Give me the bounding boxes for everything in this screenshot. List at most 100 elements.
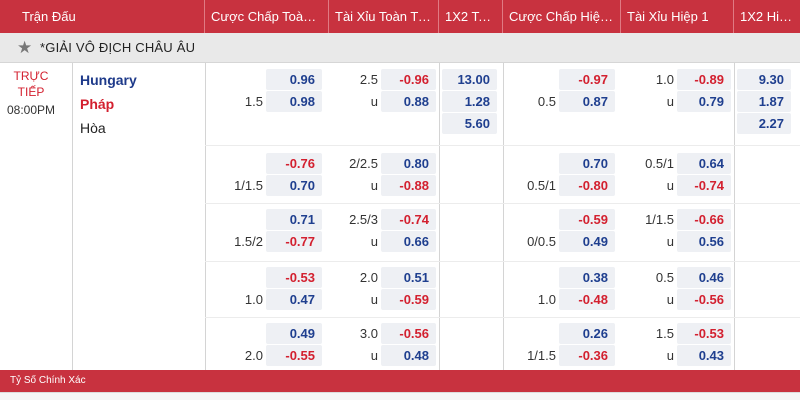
col-header-ft-1x2[interactable]: 1X2 Toàn Trận: [439, 0, 503, 33]
match-time: TRỰC TIẾP 08:00PM: [0, 68, 62, 118]
row-separator: [205, 145, 800, 146]
h1-total-line: 0.5: [655, 270, 674, 285]
h1-handicap-home-odd[interactable]: 0.70: [559, 153, 615, 174]
ft-handicap-away-odd[interactable]: -0.55: [266, 345, 322, 366]
h1-under-label: u: [666, 94, 674, 109]
ft-over-odd[interactable]: 0.80: [381, 153, 436, 174]
h1-under-odd[interactable]: 0.56: [677, 231, 731, 252]
h1-total-line: 1.0: [655, 72, 674, 87]
ft-over-odd[interactable]: -0.96: [381, 69, 436, 90]
h1-under-label: u: [666, 234, 674, 249]
h1-handicap-line: 0/0.5: [527, 234, 556, 249]
h1-handicap-line: 1.0: [537, 292, 556, 307]
h1-handicap-away-odd[interactable]: -0.48: [559, 289, 615, 310]
h1-handicap-away-odd[interactable]: 0.49: [559, 231, 615, 252]
h1-under-odd[interactable]: 0.43: [677, 345, 731, 366]
h1-under-odd[interactable]: -0.74: [677, 175, 731, 196]
h1-under-odd[interactable]: -0.56: [677, 289, 731, 310]
team-draw: Hòa: [80, 120, 106, 136]
ft-under-odd[interactable]: 0.88: [381, 91, 436, 112]
h1-over-odd[interactable]: -0.89: [677, 69, 731, 90]
ft-1x2-odd[interactable]: 13.00: [442, 69, 497, 90]
table-header: Trận Đấu Cược Chấp Toàn Trận Tài Xỉu Toà…: [0, 0, 800, 33]
ft-under-odd[interactable]: -0.59: [381, 289, 436, 310]
ft-under-label: u: [370, 234, 378, 249]
h1-under-odd[interactable]: 0.79: [677, 91, 731, 112]
h1-total-line: 0.5/1: [645, 156, 674, 171]
ft-total-line: 2.5: [359, 72, 378, 87]
ft-under-label: u: [370, 348, 378, 363]
ft-handicap-home-odd[interactable]: -0.76: [266, 153, 322, 174]
col-header-h1-1x2[interactable]: 1X2 Hiệp 1: [740, 9, 800, 24]
h1-handicap-line: 1/1.5: [527, 348, 556, 363]
live-status-line2: TIẾP: [17, 85, 45, 99]
ft-1x2-odd[interactable]: 5.60: [442, 113, 497, 134]
ft-over-odd[interactable]: -0.74: [381, 209, 436, 230]
ft-under-label: u: [370, 178, 378, 193]
row-separator: [205, 317, 800, 318]
footer-label: Tỷ Số Chính Xác: [10, 375, 86, 386]
ft-handicap-away-odd[interactable]: 0.47: [266, 289, 322, 310]
ft-handicap-line: 2.0: [244, 348, 263, 363]
h1-1x2-odd[interactable]: 1.87: [737, 91, 791, 112]
col-header-ft-over-under[interactable]: Tài Xỉu Toàn Trận: [329, 0, 439, 33]
h1-handicap-away-odd[interactable]: 0.87: [559, 91, 615, 112]
h1-handicap-home-odd[interactable]: -0.97: [559, 69, 615, 90]
h1-handicap-home-odd[interactable]: 0.38: [559, 267, 615, 288]
ft-handicap-home-odd[interactable]: 0.71: [266, 209, 322, 230]
kickoff-time: 08:00PM: [6, 103, 56, 117]
divider: [72, 63, 73, 370]
h1-under-label: u: [666, 348, 674, 363]
league-row[interactable]: ★ *GIẢI VÔ ĐỊCH CHÂU ÂU: [0, 33, 800, 63]
ft-total-line: 2/2.5: [349, 156, 378, 171]
ft-total-line: 2.5/3: [349, 212, 378, 227]
col-header-ft-handicap[interactable]: Cược Chấp Toàn Trận: [205, 0, 329, 33]
ft-handicap-home-odd[interactable]: 0.49: [266, 323, 322, 344]
h1-under-label: u: [666, 292, 674, 307]
ft-under-label: u: [370, 292, 378, 307]
ft-handicap-home-odd[interactable]: 0.96: [266, 69, 322, 90]
footer-strip: [0, 392, 800, 400]
ft-handicap-home-odd[interactable]: -0.53: [266, 267, 322, 288]
h1-over-odd[interactable]: 0.46: [677, 267, 731, 288]
ft-total-line: 2.0: [359, 270, 378, 285]
ft-handicap-away-odd[interactable]: 0.98: [266, 91, 322, 112]
ft-1x2-odd[interactable]: 1.28: [442, 91, 497, 112]
h1-over-odd[interactable]: -0.66: [677, 209, 731, 230]
col-header-h1-over-under[interactable]: Tài Xỉu Hiệp 1: [621, 0, 734, 33]
h1-handicap-home-odd[interactable]: -0.59: [559, 209, 615, 230]
h1-over-odd[interactable]: 0.64: [677, 153, 731, 174]
h1-1x2-odd[interactable]: 9.30: [737, 69, 791, 90]
row-separator: [205, 203, 800, 204]
ft-handicap-line: 1/1.5: [234, 178, 263, 193]
ft-over-odd[interactable]: -0.56: [381, 323, 436, 344]
team-home: Hungary: [80, 72, 137, 88]
team-away: Pháp: [80, 96, 115, 112]
h1-handicap-away-odd[interactable]: -0.36: [559, 345, 615, 366]
live-status-line1: TRỰC: [13, 69, 49, 83]
h1-over-odd[interactable]: -0.53: [677, 323, 731, 344]
h1-under-label: u: [666, 178, 674, 193]
footer-bar[interactable]: Tỷ Số Chính Xác: [0, 370, 800, 392]
ft-under-label: u: [370, 94, 378, 109]
h1-handicap-line: 0.5/1: [527, 178, 556, 193]
row-separator: [205, 261, 800, 262]
ft-under-odd[interactable]: 0.48: [381, 345, 436, 366]
ft-under-odd[interactable]: -0.88: [381, 175, 436, 196]
ft-handicap-away-odd[interactable]: 0.70: [266, 175, 322, 196]
ft-under-odd[interactable]: 0.66: [381, 231, 436, 252]
h1-total-line: 1/1.5: [645, 212, 674, 227]
league-name: *GIẢI VÔ ĐỊCH CHÂU ÂU: [40, 40, 196, 55]
ft-handicap-line: 1.0: [244, 292, 263, 307]
divider: [503, 63, 504, 370]
h1-handicap-home-odd[interactable]: 0.26: [559, 323, 615, 344]
divider: [205, 63, 206, 370]
col-header-h1-handicap[interactable]: Cược Chấp Hiệp 1: [503, 0, 621, 33]
h1-1x2-odd[interactable]: 2.27: [737, 113, 791, 134]
h1-handicap-away-odd[interactable]: -0.80: [559, 175, 615, 196]
ft-handicap-line: 1.5: [244, 94, 263, 109]
star-icon[interactable]: ★: [17, 38, 33, 57]
ft-over-odd[interactable]: 0.51: [381, 267, 436, 288]
ft-handicap-away-odd[interactable]: -0.77: [266, 231, 322, 252]
divider: [439, 63, 440, 370]
